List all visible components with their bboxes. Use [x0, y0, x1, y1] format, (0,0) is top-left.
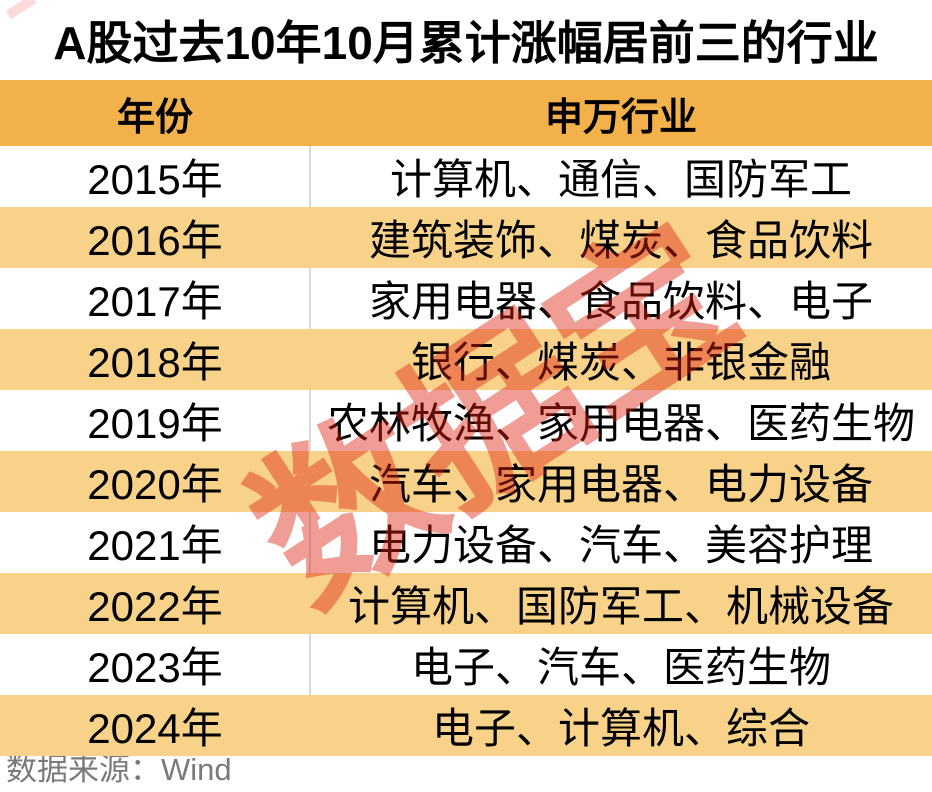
table-row: 2020年 汽车、家用电器、电力设备 [0, 451, 932, 512]
year-cell: 2016年 [87, 217, 223, 264]
title-bar: A股过去10年10月累计涨幅居前三的行业 [0, 0, 932, 80]
year-cell: 2018年 [87, 339, 223, 386]
year-cell: 2017年 [87, 278, 223, 325]
table-row: 2019年 农林牧渔、家用电器、医药生物 [0, 390, 932, 451]
industries-cell: 农林牧渔、家用电器、医药生物 [326, 400, 915, 447]
table-row: 2022年 计算机、国防军工、机械设备 [0, 573, 932, 634]
table-row: 2018年 银行、煤炭、非银金融 [0, 329, 932, 390]
page-title: A股过去10年10月累计涨幅居前三的行业 [53, 17, 879, 69]
industries-cell: 计算机、国防军工、机械设备 [347, 583, 894, 630]
industries-cell: 计算机、通信、国防军工 [389, 156, 852, 203]
footer-bar: 数据来源：Wind [0, 740, 932, 792]
year-cell: 2024年 [87, 705, 223, 752]
data-source-label: 数据来源：Wind [6, 751, 232, 787]
table-row: 2024年 电子、计算机、综合 [0, 695, 932, 756]
table-row: 2016年 建筑装饰、煤炭、食品饮料 [0, 207, 932, 268]
industries-cell: 电子、计算机、综合 [431, 705, 810, 752]
industries-cell: 汽车、家用电器、电力设备 [368, 461, 873, 508]
industries-cell: 银行、煤炭、非银金融 [410, 339, 831, 386]
industries-cell: 家用电器、食品饮料、电子 [368, 278, 873, 325]
year-cell: 2019年 [87, 400, 223, 447]
header-industries: 申万行业 [544, 96, 697, 139]
year-cell: 2022年 [87, 583, 223, 630]
table-body: 2015年 计算机、通信、国防军工 2016年 建筑装饰、煤炭、食品饮料 201… [0, 146, 932, 756]
table-row: 2017年 家用电器、食品饮料、电子 [0, 268, 932, 329]
industries-cell: 电子、汽车、医药生物 [410, 644, 831, 691]
table-header-row: 年份 申万行业 [0, 80, 932, 146]
table-row: 2021年 电力设备、汽车、美容护理 [0, 512, 932, 573]
year-cell: 2015年 [87, 156, 223, 203]
year-cell: 2023年 [87, 644, 223, 691]
year-cell: 2021年 [87, 522, 223, 569]
header-year: 年份 [116, 96, 193, 139]
table-row: 2015年 计算机、通信、国防军工 [0, 146, 932, 207]
year-cell: 2020年 [87, 461, 223, 508]
industries-cell: 电力设备、汽车、美容护理 [368, 522, 873, 569]
table-row: 2023年 电子、汽车、医药生物 [0, 634, 932, 695]
industries-cell: 建筑装饰、煤炭、食品饮料 [368, 217, 873, 264]
